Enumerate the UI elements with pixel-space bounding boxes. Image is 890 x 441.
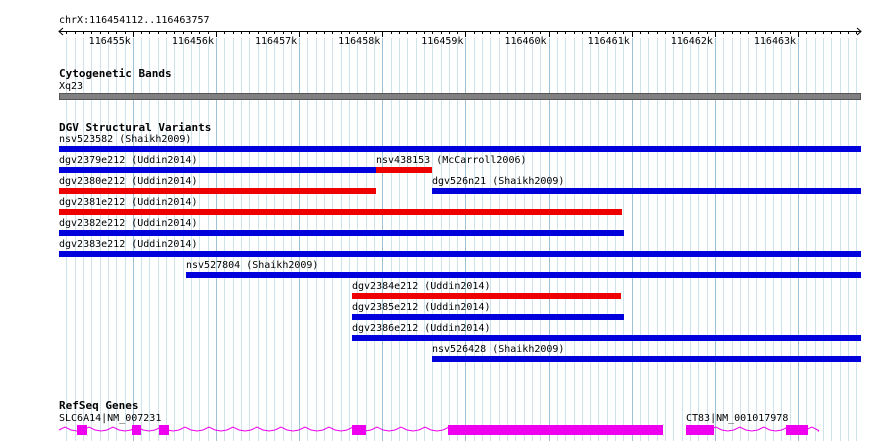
dgv-variant-bar[interactable] — [376, 167, 432, 173]
refseq-gene-intron-line[interactable] — [0, 420, 890, 440]
scroll-left-arrow-icon — [58, 27, 64, 36]
dgv-variant-label[interactable]: dgv2383e212 (Uddin2014) — [59, 239, 198, 250]
dgv-variant-bar[interactable] — [59, 251, 861, 257]
ruler-tick-label: 116456k — [172, 36, 214, 47]
dgv-variant-bar[interactable] — [59, 146, 861, 152]
dgv-variant-label[interactable]: dgv526n21 (Shaikh2009) — [432, 176, 565, 187]
refseq-exon[interactable] — [786, 425, 808, 435]
refseq-gene-label[interactable]: CT83|NM_001017978 — [686, 413, 789, 424]
dgv-variant-label[interactable]: nsv438153 (McCarroll2006) — [376, 155, 527, 166]
cytoband-xq23-band[interactable] — [59, 93, 861, 100]
ruler-tick-label: 116457k — [255, 36, 297, 47]
ruler-tick-label: 116461k — [588, 36, 630, 47]
ruler-range-label: chrX:116454112..116463757 — [59, 15, 210, 26]
dgv-variant-label[interactable]: dgv2382e212 (Uddin2014) — [59, 218, 198, 229]
dgv-variant-bar[interactable] — [352, 314, 624, 320]
dgv-variant-label[interactable]: nsv523582 (Shaikh2009) — [59, 134, 192, 145]
dgv-variant-label[interactable]: nsv526428 (Shaikh2009) — [432, 344, 565, 355]
dgv-variant-bar[interactable] — [59, 209, 622, 215]
refseq-exon[interactable] — [77, 425, 87, 435]
dgv-variant-label[interactable]: dgv2381e212 (Uddin2014) — [59, 197, 198, 208]
ruler-tick-label: 116460k — [504, 36, 546, 47]
dgv-variant-bar[interactable] — [186, 272, 861, 278]
cytoband-label: Xq23 — [59, 81, 84, 92]
dgv-variant-label[interactable]: dgv2385e212 (Uddin2014) — [352, 302, 491, 313]
dgv-variant-bar[interactable] — [352, 293, 621, 299]
dgv-variant-label[interactable]: dgv2379e212 (Uddin2014) — [59, 155, 198, 166]
dgv-variant-bar[interactable] — [352, 335, 861, 341]
dgv-variant-bar[interactable] — [432, 188, 861, 194]
refseq-gene-label[interactable]: SLC6A14|NM_007231 — [59, 413, 162, 424]
refseq-exon[interactable] — [132, 425, 141, 435]
ruler-tick-label: 116455k — [89, 36, 131, 47]
refseq-exon[interactable] — [352, 425, 366, 435]
dgv-variant-label[interactable]: dgv2386e212 (Uddin2014) — [352, 323, 491, 334]
ruler-tick-label: 116458k — [338, 36, 380, 47]
refseq-exon[interactable] — [448, 425, 663, 435]
dgv-variant-bar[interactable] — [59, 188, 376, 194]
dgv-track-title: DGV Structural Variants — [59, 121, 212, 134]
refseq-track-title: RefSeq Genes — [59, 399, 139, 412]
ruler-tick-label: 116462k — [671, 36, 713, 47]
dgv-variant-bar[interactable] — [432, 356, 861, 362]
refseq-exon[interactable] — [686, 425, 714, 435]
dgv-variant-label[interactable]: dgv2380e212 (Uddin2014) — [59, 176, 198, 187]
cytoband-track-title: Cytogenetic Bands — [59, 67, 172, 80]
dgv-variant-label[interactable]: dgv2384e212 (Uddin2014) — [352, 281, 491, 292]
dgv-variant-bar[interactable] — [59, 230, 624, 236]
refseq-exon[interactable] — [159, 425, 169, 435]
scroll-right-arrow-icon — [856, 27, 862, 36]
ruler-tick-label: 116463k — [754, 36, 796, 47]
ruler-axis[interactable]: 116455k 116456k 116457k 116458k 116459k 11646… — [0, 24, 890, 54]
ruler-tick-label: 116459k — [421, 36, 463, 47]
dgv-variant-bar[interactable] — [59, 167, 376, 173]
dgv-variant-label[interactable]: nsv527804 (Shaikh2009) — [186, 260, 319, 271]
